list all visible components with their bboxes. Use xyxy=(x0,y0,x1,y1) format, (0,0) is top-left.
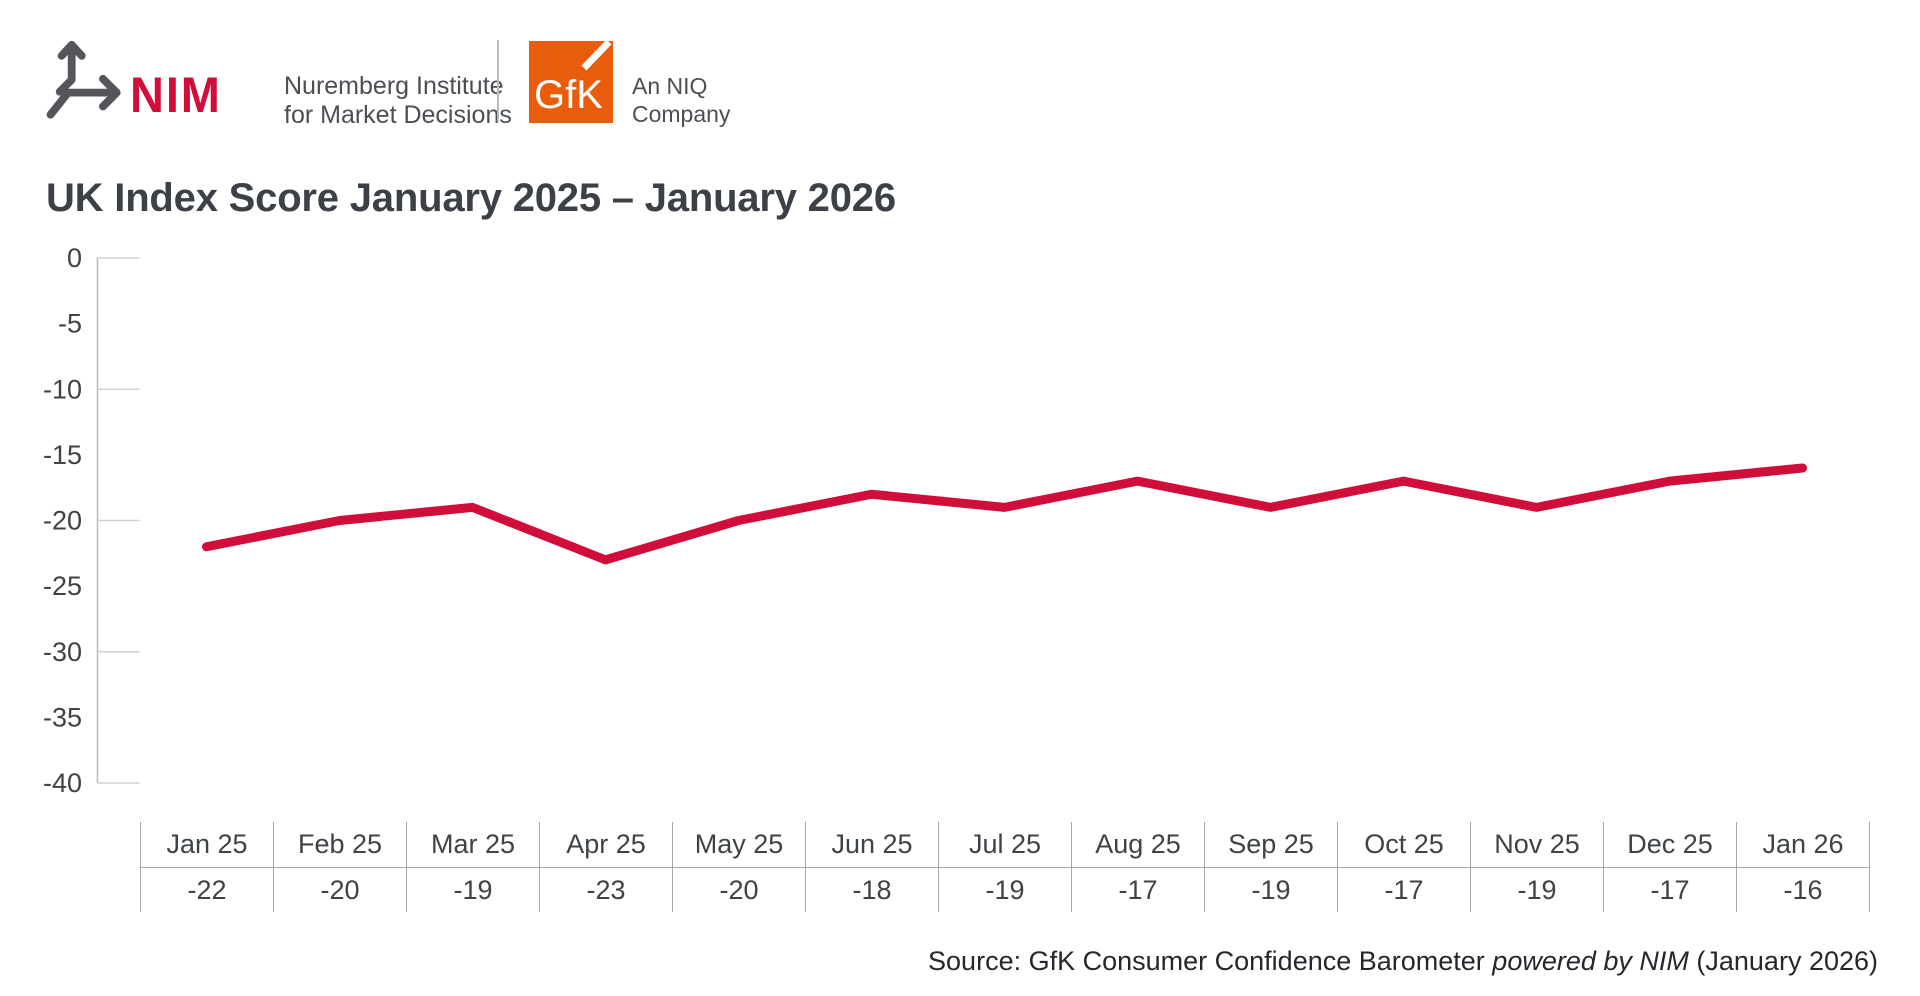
y-tick-label: -5 xyxy=(58,309,82,339)
month-label: Mar 25 xyxy=(406,822,539,867)
value-label: -16 xyxy=(1736,868,1870,912)
data-table: Jan 25 Feb 25 Mar 25 Apr 25 May 25 Jun 25 Jul … xyxy=(140,822,1870,912)
nim-institute-line1: Nuremberg Institute xyxy=(284,72,504,100)
value-label: -17 xyxy=(1603,868,1736,912)
y-tick-label: -20 xyxy=(43,506,82,536)
value-label: -19 xyxy=(1204,868,1337,912)
y-tick-label: -25 xyxy=(43,571,82,601)
y-tick-label: -40 xyxy=(43,768,82,798)
nim-arrows-icon xyxy=(46,40,121,119)
month-label: Sep 25 xyxy=(1204,822,1337,867)
value-label: -20 xyxy=(672,868,805,912)
month-label: Aug 25 xyxy=(1071,822,1204,867)
y-tick-label: 0 xyxy=(67,243,82,273)
right-arrow-head xyxy=(99,74,121,111)
month-label: Jan 26 xyxy=(1736,822,1870,867)
gfk-tile-text: GfK xyxy=(534,73,603,117)
month-label: Nov 25 xyxy=(1470,822,1603,867)
logo-divider xyxy=(497,40,499,122)
value-label: -19 xyxy=(1470,868,1603,912)
niq-line2: Company xyxy=(632,101,731,127)
up-arrow-shaft xyxy=(55,42,76,96)
niq-company-text: An NIQ Company xyxy=(632,72,730,128)
month-label: Jun 25 xyxy=(805,822,938,867)
gfk-diagonal-slash xyxy=(581,41,612,71)
gfk-logo: GfK xyxy=(529,41,613,123)
source-prefix: Source: GfK Consumer Confidence Baromete… xyxy=(928,946,1493,976)
chart-title: UK Index Score January 2025 – January 20… xyxy=(46,176,896,220)
nim-institute-line2: for Market Decisions xyxy=(284,101,512,129)
y-tick-label: -10 xyxy=(43,374,82,404)
right-arrow-shaft xyxy=(46,88,120,119)
y-tick-label: -35 xyxy=(43,702,82,732)
month-label: Oct 25 xyxy=(1337,822,1470,867)
value-label: -17 xyxy=(1337,868,1470,912)
month-row: Jan 25 Feb 25 Mar 25 Apr 25 May 25 Jun 25 Jul … xyxy=(140,822,1870,868)
source-powered-by: powered by NIM xyxy=(1492,946,1689,976)
source-note: Source: GfK Consumer Confidence Baromete… xyxy=(928,946,1878,977)
value-label: -18 xyxy=(805,868,938,912)
month-label: Apr 25 xyxy=(539,822,672,867)
up-arrow-head xyxy=(57,40,86,60)
nim-institute-text: Nuremberg Institute for Market Decisions xyxy=(284,72,512,130)
month-label: May 25 xyxy=(672,822,805,867)
value-label: -23 xyxy=(539,868,672,912)
value-row: -22 -20 -19 -23 -20 -18 -19 -17 -19 -17 -19 -17 -16 xyxy=(140,868,1870,912)
value-label: -19 xyxy=(938,868,1071,912)
month-label: Jul 25 xyxy=(938,822,1071,867)
value-label: -19 xyxy=(406,868,539,912)
month-label: Feb 25 xyxy=(273,822,406,867)
niq-line1: An NIQ xyxy=(632,73,708,99)
source-suffix: (January 2026) xyxy=(1688,946,1878,976)
nim-wordmark: NIM xyxy=(130,67,222,123)
value-label: -17 xyxy=(1071,868,1204,912)
month-label: Jan 25 xyxy=(140,822,273,867)
value-label: -20 xyxy=(273,868,406,912)
month-label: Dec 25 xyxy=(1603,822,1736,867)
y-tick-label: -15 xyxy=(43,440,82,470)
y-tick-label: -30 xyxy=(43,637,82,667)
index-score-line xyxy=(202,463,1807,565)
value-label: -22 xyxy=(140,868,273,912)
